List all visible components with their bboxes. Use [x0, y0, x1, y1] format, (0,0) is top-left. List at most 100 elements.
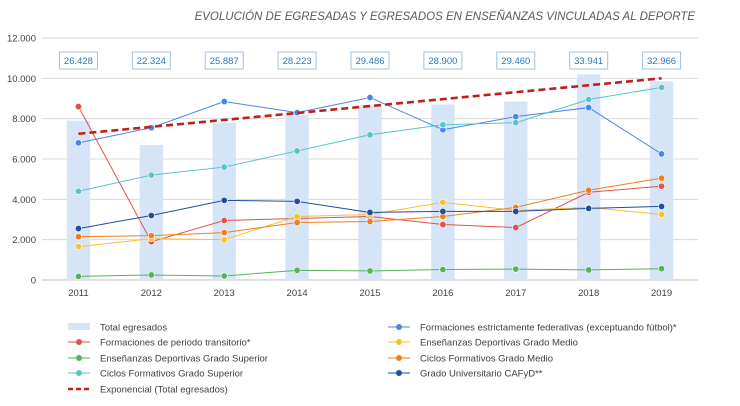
y-tick-label: 4.000 — [12, 195, 36, 206]
legend-label: Enseñanzas Deportivas Grado Medio — [420, 338, 578, 349]
total-label: 28.900 — [428, 56, 457, 67]
legend-label: Ciclos Formativos Grado Superior — [100, 369, 243, 380]
total-label: 22.324 — [137, 56, 166, 67]
total-label-box — [277, 51, 317, 70]
y-tick-label: 10.000 — [7, 74, 36, 85]
y-tick-label: 6.000 — [12, 155, 36, 166]
data-point — [585, 186, 593, 194]
total-bar — [577, 74, 601, 280]
y-axis: 0 2.000 4.000 6.000 8.000 10.000 12.000 — [7, 34, 36, 287]
y-tick-label: 12.000 — [7, 34, 36, 45]
data-point — [74, 225, 82, 233]
chart-title: EVOLUCIÓN DE EGRESADAS Y EGRESADOS EN EN… — [195, 10, 696, 23]
total-label: 28.223 — [283, 56, 312, 67]
data-point — [220, 196, 228, 204]
data-point — [439, 221, 447, 229]
data-point — [220, 272, 228, 280]
x-tick-label: 2011 — [68, 288, 88, 299]
data-point — [512, 224, 520, 232]
data-point — [74, 103, 82, 111]
trendline — [78, 77, 662, 136]
total-bar — [66, 120, 91, 280]
data-point — [585, 96, 593, 104]
data-point — [220, 236, 228, 244]
data-point — [512, 119, 520, 127]
data-point — [147, 232, 155, 240]
data-point — [74, 233, 82, 241]
data-point — [74, 187, 82, 195]
data-point — [512, 265, 520, 273]
legend-swatch-marker — [396, 339, 402, 345]
legend-swatch-marker — [76, 370, 82, 376]
total-label: 26.428 — [64, 56, 93, 67]
data-point — [439, 198, 447, 206]
y-tick-label: 0 — [31, 276, 36, 287]
x-tick-label: 2012 — [141, 288, 162, 299]
data-point — [439, 207, 447, 215]
legend-label: Formaciones de periodo transitorio* — [100, 338, 251, 349]
data-point — [293, 219, 301, 227]
data-point — [220, 98, 228, 106]
total-label-box — [58, 51, 98, 70]
total-label: 32.966 — [647, 56, 676, 67]
data-point — [74, 272, 82, 280]
legend-label: Total egresados — [100, 323, 167, 334]
data-point — [512, 207, 520, 215]
total-label: 29.460 — [501, 56, 530, 67]
data-point — [658, 265, 666, 273]
legend-label: Formaciones estrictamente federativas (e… — [420, 323, 677, 334]
data-point — [147, 271, 155, 279]
x-tick-label: 2019 — [651, 288, 672, 299]
data-point — [366, 218, 374, 226]
total-bar — [358, 105, 382, 280]
data-point — [74, 139, 82, 147]
data-point — [147, 211, 155, 219]
y-tick-label: 8.000 — [12, 114, 36, 125]
legend-swatch-total — [68, 323, 90, 330]
data-point — [658, 174, 666, 182]
x-tick-label: 2015 — [359, 288, 380, 299]
data-point — [658, 83, 666, 91]
x-tick-label: 2013 — [214, 288, 235, 299]
total-bars — [66, 74, 674, 281]
data-point — [439, 121, 447, 129]
legend-swatch-marker — [76, 355, 82, 361]
total-label-box — [204, 51, 244, 70]
x-axis: 2011 2012 2013 2014 2015 2016 2017 2018 2019 — [68, 288, 672, 299]
data-point — [658, 182, 666, 190]
x-tick-label: 2016 — [432, 288, 453, 299]
x-tick-label: 2014 — [287, 288, 308, 299]
data-point — [366, 208, 374, 216]
legend-label: Ciclos Formativos Grado Medio — [420, 354, 553, 365]
data-point — [512, 113, 520, 121]
data-point — [220, 217, 228, 225]
total-label-box — [423, 51, 463, 70]
data-point — [74, 243, 82, 251]
data-point — [439, 266, 447, 274]
total-label: 25.887 — [210, 56, 239, 67]
x-tick-label: 2018 — [578, 288, 599, 299]
data-point — [293, 197, 301, 205]
legend: Total egresados Formaciones estrictamente… — [68, 323, 677, 396]
total-label: 33.941 — [574, 56, 603, 67]
data-point — [658, 150, 666, 158]
data-point — [585, 266, 593, 274]
legend-label: Enseñanzas Deportivas Grado Superior — [100, 354, 268, 365]
total-label-box — [569, 51, 609, 70]
series-lines — [74, 83, 666, 280]
total-label: 29.486 — [355, 56, 384, 67]
legend-swatch-marker — [396, 370, 402, 376]
total-label-box — [131, 51, 171, 70]
data-point — [366, 93, 374, 101]
data-point — [585, 104, 593, 112]
data-point — [147, 171, 155, 179]
y-tick-label: 2.000 — [12, 235, 36, 246]
total-bar — [285, 114, 309, 280]
legend-swatch-marker — [396, 324, 402, 330]
data-point — [293, 266, 301, 274]
total-bar — [504, 101, 528, 281]
data-point — [585, 204, 593, 212]
x-tick-label: 2017 — [505, 288, 526, 299]
data-point — [366, 267, 374, 275]
data-point — [366, 131, 374, 139]
